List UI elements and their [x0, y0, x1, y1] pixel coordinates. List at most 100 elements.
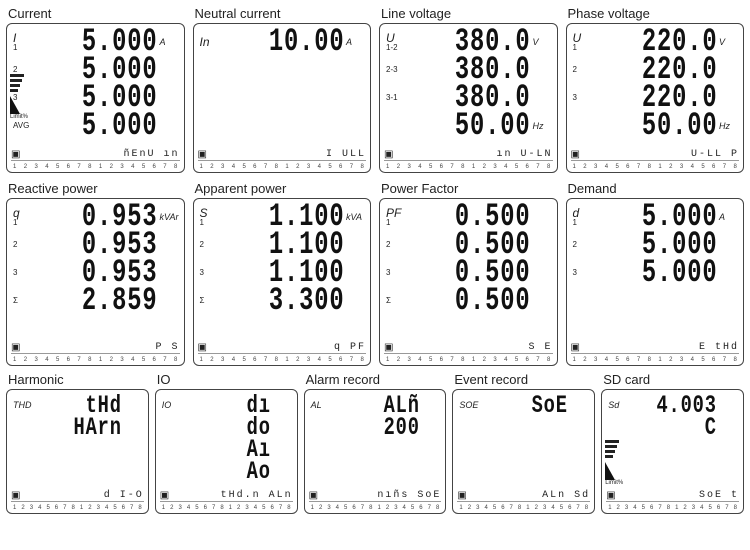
lcd-row: In10.00A — [200, 28, 365, 56]
comm-icon: ▣ — [11, 490, 20, 501]
panel-cell: Event record SOE SoE ▣ALn Sd123456781234567… — [452, 372, 595, 514]
tick-scale: 1234567812345678 — [384, 353, 553, 363]
panel-title: Reactive power — [6, 181, 185, 196]
lcd-panel: S11.100kVA21.10031.100Σ3.300▣q PF1234567… — [193, 198, 372, 366]
panel-cell: HarmonicTHDtHdHArn▣d I-O1234567812345678 — [6, 372, 149, 514]
bottom-strip: ▣nıñs SoE1234567812345678 — [305, 489, 446, 513]
panel-cell: Neutral currentIn10.00A▣I ULL12345678123… — [193, 6, 372, 173]
row-index: In — [200, 36, 222, 48]
lcd-row — [200, 112, 365, 140]
lcd-panel: SOE SoE ▣ALn Sd1234567812345678 — [452, 389, 595, 514]
strip-text: U-LL P — [691, 149, 739, 160]
lcd-panel: U1-2380.0V2-3380.03-1380.050.00Hz▣ın U-L… — [379, 23, 558, 173]
panel-title: Neutral current — [193, 6, 372, 21]
comm-icon: ▣ — [160, 490, 169, 501]
lcd-row: 200 — [311, 416, 440, 438]
lcd-row: HArn — [13, 416, 142, 438]
value: 50.00 — [426, 108, 530, 144]
comm-icon: ▣ — [11, 149, 20, 160]
row-index: 3 — [573, 94, 595, 102]
panel-cell: SD cardLimit%Sd4.003C▣SoE t1234567812345… — [601, 372, 744, 514]
lcd-panel: q10.953kVAr20.95330.953Σ2.859▣P S1234567… — [6, 198, 185, 366]
comm-icon: ▣ — [11, 342, 20, 353]
row-index: U1-2 — [386, 32, 408, 52]
lcd-panel: Limit%Sd4.003C▣SoE t1234567812345678 — [601, 389, 744, 514]
row-symbol: AL — [311, 401, 333, 410]
lcd-row: 50.00Hz — [386, 112, 551, 140]
lcd-row: Ao — [162, 460, 291, 482]
strip-text: ñEnU ın — [123, 149, 179, 160]
strip-text: E tHd — [699, 342, 739, 353]
row-index: 2 — [573, 241, 595, 249]
value: HArn — [48, 413, 122, 442]
tick-scale: 1234567812345678 — [160, 501, 293, 511]
tick-scale: 1234567812345678 — [457, 501, 590, 511]
panel-cell: Alarm recordALALñ200▣nıñs SoE12345678123… — [304, 372, 447, 514]
row-index: S1 — [200, 207, 222, 227]
lcd-panel: PF10.50020.50030.500Σ0.500▣S E1234567812… — [379, 198, 558, 366]
row-symbol: SOE — [459, 401, 481, 410]
value: SoE — [494, 391, 568, 420]
panel-title: Line voltage — [379, 6, 558, 21]
lcd-panel: Limit%I15.000A25.00035.000AVG5.000▣ñEnU … — [6, 23, 185, 173]
comm-icon: ▣ — [571, 149, 580, 160]
tick-scale: 1234567812345678 — [11, 160, 180, 170]
row-index: 2 — [13, 241, 35, 249]
comm-icon: ▣ — [384, 342, 393, 353]
tick-scale: 1234567812345678 — [309, 501, 442, 511]
comm-icon: ▣ — [457, 490, 466, 501]
panel-cell: Phase voltageU1220.0V2220.03220.050.00Hz… — [566, 6, 745, 173]
tick-scale: 1234567812345678 — [571, 353, 740, 363]
comm-icon: ▣ — [571, 342, 580, 353]
unit: V — [717, 37, 737, 47]
unit: A — [717, 212, 737, 222]
row-index: 2 — [13, 66, 35, 74]
panel-title: Event record — [452, 372, 595, 387]
row-symbol: IO — [162, 401, 184, 410]
row-index: d1 — [573, 207, 595, 227]
bottom-strip: ▣SoE t1234567812345678 — [602, 489, 743, 513]
tick-scale: 1234567812345678 — [198, 160, 367, 170]
panel-title: Apparent power — [193, 181, 372, 196]
unit: Hz — [531, 121, 551, 131]
value: 10.00 — [240, 24, 344, 60]
comm-icon: ▣ — [384, 149, 393, 160]
unit: A — [158, 37, 178, 47]
row-symbol: Sd — [608, 401, 630, 410]
value: 50.00 — [613, 108, 717, 144]
bottom-strip: ▣ALn Sd1234567812345678 — [453, 489, 594, 513]
lcd-panel: In10.00A▣I ULL1234567812345678 — [193, 23, 372, 173]
comm-icon: ▣ — [309, 490, 318, 501]
panel-title: IO — [155, 372, 298, 387]
row-index: 3 — [386, 269, 408, 277]
panel-cell: Reactive powerq10.953kVAr20.95330.953Σ2.… — [6, 181, 185, 366]
strip-text: tHd.n ALn — [221, 490, 293, 501]
panel-title: Harmonic — [6, 372, 149, 387]
lcd-panel: ALALñ200▣nıñs SoE1234567812345678 — [304, 389, 447, 514]
tick-scale: 1234567812345678 — [606, 501, 739, 511]
unit: kVA — [344, 212, 364, 222]
value: 5.000 — [53, 108, 157, 144]
panel-cell: IOIOdıdoAıAo▣tHd.n ALn1234567812345678 — [155, 372, 298, 514]
row-index: 3 — [200, 269, 222, 277]
value: C — [643, 413, 717, 442]
row-index: 2 — [200, 241, 222, 249]
tick-scale: 1234567812345678 — [11, 353, 180, 363]
lcd-row: Σ0.500 — [386, 287, 551, 315]
panel-cell: Apparent powerS11.100kVA21.10031.100Σ3.3… — [193, 181, 372, 366]
lcd-row: Σ3.300 — [200, 287, 365, 315]
lcd-panel: U1220.0V2220.03220.050.00Hz▣U-LL P123456… — [566, 23, 745, 173]
bottom-strip: ▣ın U-LN1234567812345678 — [380, 148, 557, 172]
lcd-row: Σ2.859 — [13, 287, 178, 315]
lcd-row: 50.00Hz — [573, 112, 738, 140]
panel-cell: Power FactorPF10.50020.50030.500Σ0.500▣S… — [379, 181, 558, 366]
tick-scale: 1234567812345678 — [384, 160, 553, 170]
value: 2.859 — [53, 283, 157, 319]
row-index: PF1 — [386, 207, 408, 227]
lcd-row: C — [608, 416, 737, 438]
bottom-strip: ▣ S E1234567812345678 — [380, 341, 557, 365]
strip-text: S E — [528, 342, 552, 353]
value: 200 — [346, 413, 420, 442]
value: Ao — [197, 457, 271, 486]
bottom-strip: ▣ ñEnU ın1234567812345678 — [7, 148, 184, 172]
